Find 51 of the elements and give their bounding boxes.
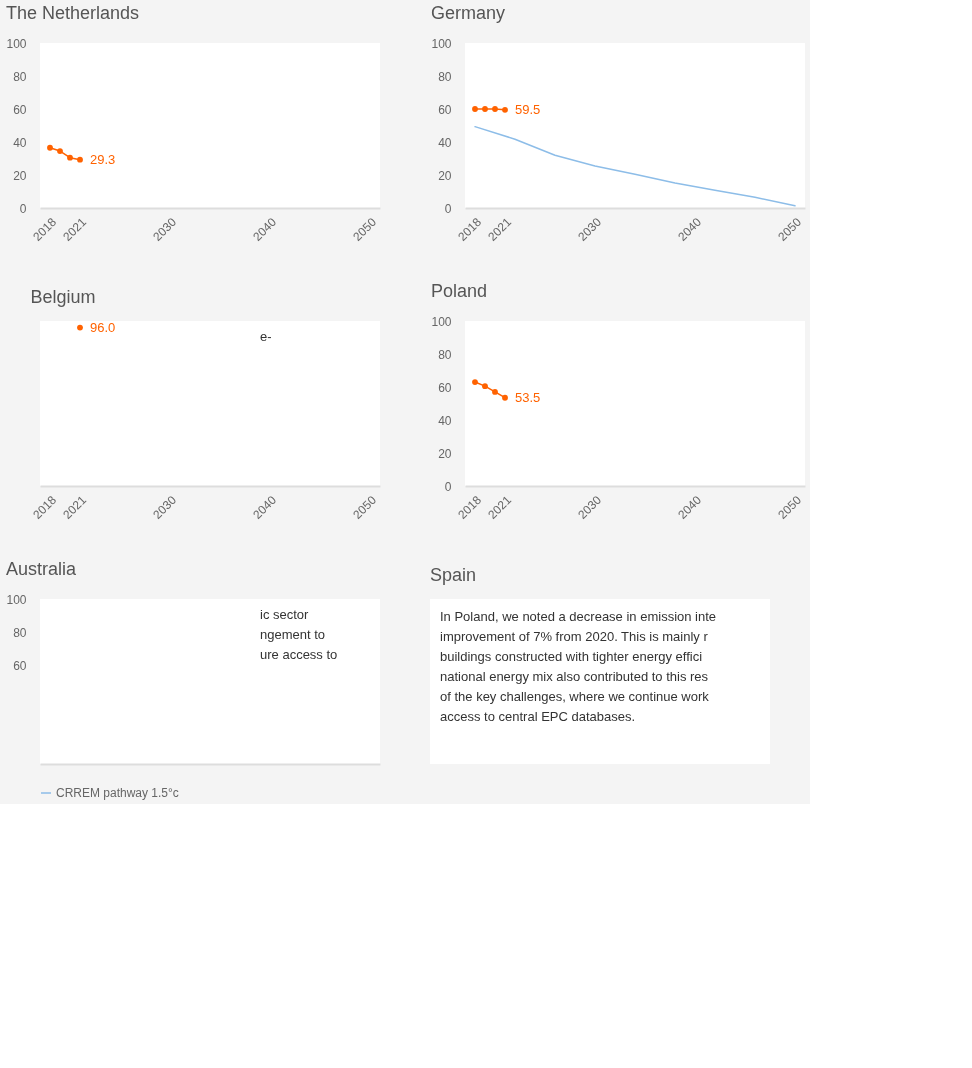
chart-title: Poland xyxy=(430,281,488,301)
text: access to central EPC databases. xyxy=(440,709,636,724)
y-tick-label: 40 xyxy=(13,135,27,150)
y-tick-label: 0 xyxy=(19,201,27,216)
point xyxy=(482,383,488,390)
y-tick-label: 0 xyxy=(444,201,452,216)
y-tick-label: 100 xyxy=(6,36,27,51)
y-tick-label: 80 xyxy=(13,69,27,84)
y-tick-label: 20 xyxy=(13,168,27,183)
data-label: 59.5 xyxy=(515,101,541,117)
text: In Poland, we noted a decrease in emission inte xyxy=(440,609,717,624)
annotation: ngement to xyxy=(260,627,326,642)
y-tick-label: 100 xyxy=(431,36,452,51)
data-label: 53.5 xyxy=(515,389,541,405)
text: national energy mix also contributed to this res xyxy=(440,669,709,684)
annotation: ure access to xyxy=(260,647,338,662)
point xyxy=(67,154,73,161)
y-tick-label: 60 xyxy=(13,658,27,673)
data-label: 29.3 xyxy=(90,151,116,167)
chart-title: Australia xyxy=(5,559,77,579)
y-tick-label: 40 xyxy=(438,413,452,428)
y-tick-label: 80 xyxy=(438,347,452,362)
legend-label: CRREM pathway 1.5°c xyxy=(56,786,179,800)
y-tick-label: 0 xyxy=(444,479,452,494)
data-label: 96.0 xyxy=(90,319,116,335)
y-tick-label: 20 xyxy=(438,168,452,183)
y-tick-label: 100 xyxy=(6,592,27,607)
y-tick-label: 60 xyxy=(438,380,452,395)
point xyxy=(77,156,83,163)
point xyxy=(472,379,478,385)
point xyxy=(492,389,498,395)
y-tick-label: 80 xyxy=(438,69,452,84)
point xyxy=(57,148,63,154)
line-series xyxy=(474,125,796,207)
text: of the key challenges, where we continue work xyxy=(440,689,710,704)
y-tick-label: 20 xyxy=(438,446,452,461)
point xyxy=(47,144,53,151)
annotation: e- xyxy=(260,329,272,344)
y-tick-label: 100 xyxy=(431,314,452,329)
chart-title: The Netherlands xyxy=(5,3,140,23)
y-tick-label: 60 xyxy=(13,102,27,117)
annotation: ic sector xyxy=(260,607,310,622)
chart-title: Germany xyxy=(430,3,506,23)
text: Spain xyxy=(430,565,477,585)
y-tick-label: 60 xyxy=(438,102,452,117)
y-tick-label: 40 xyxy=(438,135,452,150)
point xyxy=(502,394,508,401)
y-tick-label: 80 xyxy=(13,625,27,640)
chart-title: Belgium xyxy=(30,287,96,307)
text: buildings constructed with tighter energy effici xyxy=(440,649,703,664)
text: improvement of 7% from 2020. This is mainly r xyxy=(440,629,709,644)
